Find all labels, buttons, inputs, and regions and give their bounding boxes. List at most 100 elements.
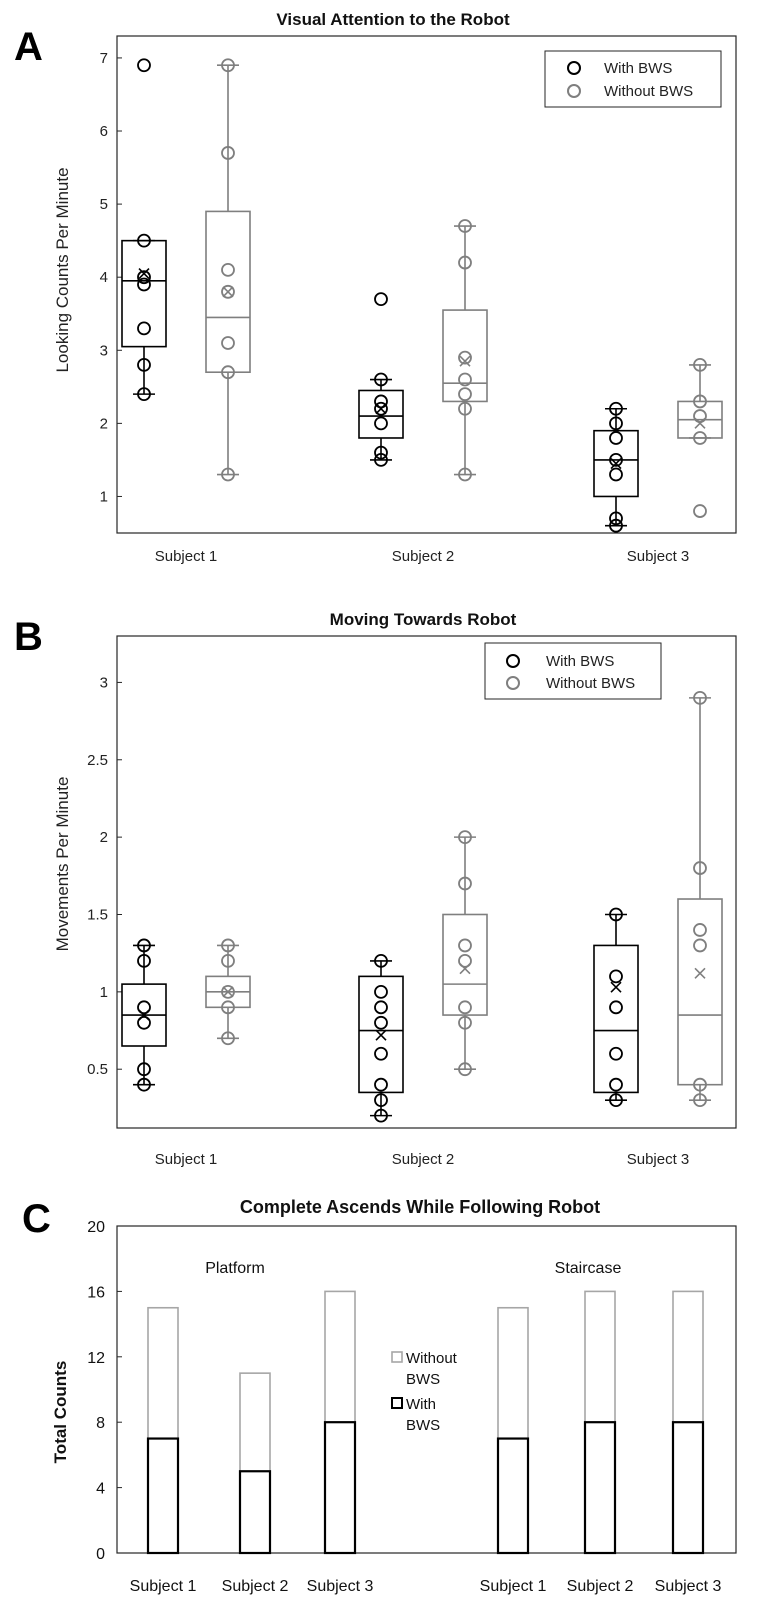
data-point	[137, 954, 151, 968]
y-tick-label: 4	[100, 269, 108, 286]
panel-c-letter: C	[22, 1197, 51, 1241]
data-point	[458, 1000, 472, 1015]
mean-marker	[138, 1009, 150, 1021]
data-point	[221, 938, 235, 953]
data-point	[137, 321, 151, 336]
data-point	[693, 431, 707, 445]
data-point	[693, 394, 707, 409]
data-point	[693, 1077, 707, 1092]
box	[677, 898, 723, 1086]
data-point	[374, 984, 388, 999]
panel-c-legend: Without BWS With BWS	[391, 1350, 458, 1434]
bar-with-bws	[496, 1437, 530, 1555]
data-point	[221, 284, 235, 299]
data-point	[374, 954, 388, 968]
data-point	[609, 907, 623, 922]
data-point	[458, 1062, 472, 1077]
panel-c-legend-label-with-bws: With BWS	[406, 1396, 440, 1434]
panel-b-legend: With BWS Without BWS	[484, 642, 662, 700]
mean-marker	[222, 286, 234, 298]
mean-marker	[459, 963, 471, 975]
data-point	[609, 416, 623, 431]
data-point	[374, 1015, 388, 1030]
data-point	[137, 233, 151, 248]
box	[593, 944, 639, 1094]
data-point	[609, 1077, 623, 1092]
panel-c-legend-marker-without-bws	[391, 1351, 403, 1363]
data-point	[609, 453, 623, 467]
y-tick-label: 3	[100, 674, 108, 691]
panel-b-y-ticks: 0.5 1 1.5 2 2.5 3	[87, 674, 122, 1078]
panel-a-plot-area	[116, 35, 737, 534]
x-tick-label: Subject 2	[222, 1578, 289, 1595]
bar-with-bws	[671, 1421, 705, 1555]
mean-marker	[222, 986, 234, 998]
data-point	[374, 1046, 388, 1061]
data-point	[458, 954, 472, 968]
data-point	[137, 938, 151, 953]
panel-b-legend-box	[484, 642, 662, 700]
data-point	[458, 467, 472, 482]
y-tick-label: 3	[100, 342, 108, 359]
y-tick-label: 7	[100, 50, 108, 67]
mean-marker	[138, 267, 150, 280]
bar-with-bws	[583, 1421, 617, 1555]
panel-a-legend-label-without-bws: Without BWS	[604, 83, 693, 100]
data-point	[458, 938, 472, 953]
data-point	[458, 255, 472, 270]
data-point	[458, 876, 472, 891]
data-point	[458, 219, 472, 233]
y-tick-label: 12	[87, 1350, 105, 1367]
y-tick-label: 20	[87, 1219, 105, 1236]
data-point	[221, 365, 235, 380]
panel-c-group-label-platform: Platform	[205, 1260, 265, 1277]
data-point	[137, 387, 151, 402]
data-point	[609, 1046, 623, 1061]
bar-with-bws	[238, 1470, 272, 1555]
y-tick-label: 2.5	[87, 752, 108, 769]
data-point	[137, 270, 151, 285]
data-point	[374, 394, 388, 409]
x-tick-label: Subject 3	[655, 1578, 722, 1595]
y-tick-label: 8	[96, 1415, 105, 1432]
data-point	[609, 401, 623, 416]
data-point	[221, 146, 235, 160]
data-point	[693, 923, 707, 937]
y-tick-label: 1	[100, 488, 108, 505]
data-point	[137, 1062, 151, 1077]
data-point	[374, 1093, 388, 1108]
data-point	[693, 357, 707, 372]
data-point	[609, 969, 623, 984]
x-tick-label: Subject 1	[480, 1578, 547, 1595]
data-point	[458, 350, 472, 365]
panel-b: B Moving Towards Robot Movements Per Min…	[14, 610, 737, 1168]
panel-b-y-axis-label: Movements Per Minute	[53, 777, 72, 952]
data-point	[609, 1093, 623, 1108]
panel-b-x-tick-label: Subject 2	[392, 1151, 455, 1168]
mean-marker	[694, 417, 706, 429]
data-point	[693, 861, 707, 875]
data-point	[458, 372, 472, 387]
data-point	[374, 401, 388, 416]
data-point	[458, 830, 472, 845]
data-point	[693, 504, 707, 518]
panel-b-legend-label-with-bws: With BWS	[546, 653, 614, 670]
panel-c-group-label-staircase: Staircase	[555, 1260, 622, 1277]
data-point	[693, 690, 707, 705]
data-point	[693, 409, 707, 423]
panel-a-x-tick-label: Subject 2	[392, 548, 455, 565]
panel-b-plot-area	[116, 635, 737, 1129]
bar-without-bws	[239, 1372, 271, 1473]
mean-marker	[610, 458, 622, 470]
panel-b-letter: B	[14, 615, 43, 659]
mean-marker	[610, 981, 622, 993]
data-point	[374, 445, 388, 460]
data-point	[137, 357, 151, 372]
data-point	[374, 1000, 388, 1015]
data-point	[374, 416, 388, 431]
data-point	[374, 1108, 388, 1123]
data-point	[374, 372, 388, 387]
bar-with-bws	[323, 1421, 357, 1555]
panel-a-legend-label-with-bws: With BWS	[604, 60, 672, 77]
panel-a: A Visual Attention to the Robot Looking …	[14, 10, 737, 565]
